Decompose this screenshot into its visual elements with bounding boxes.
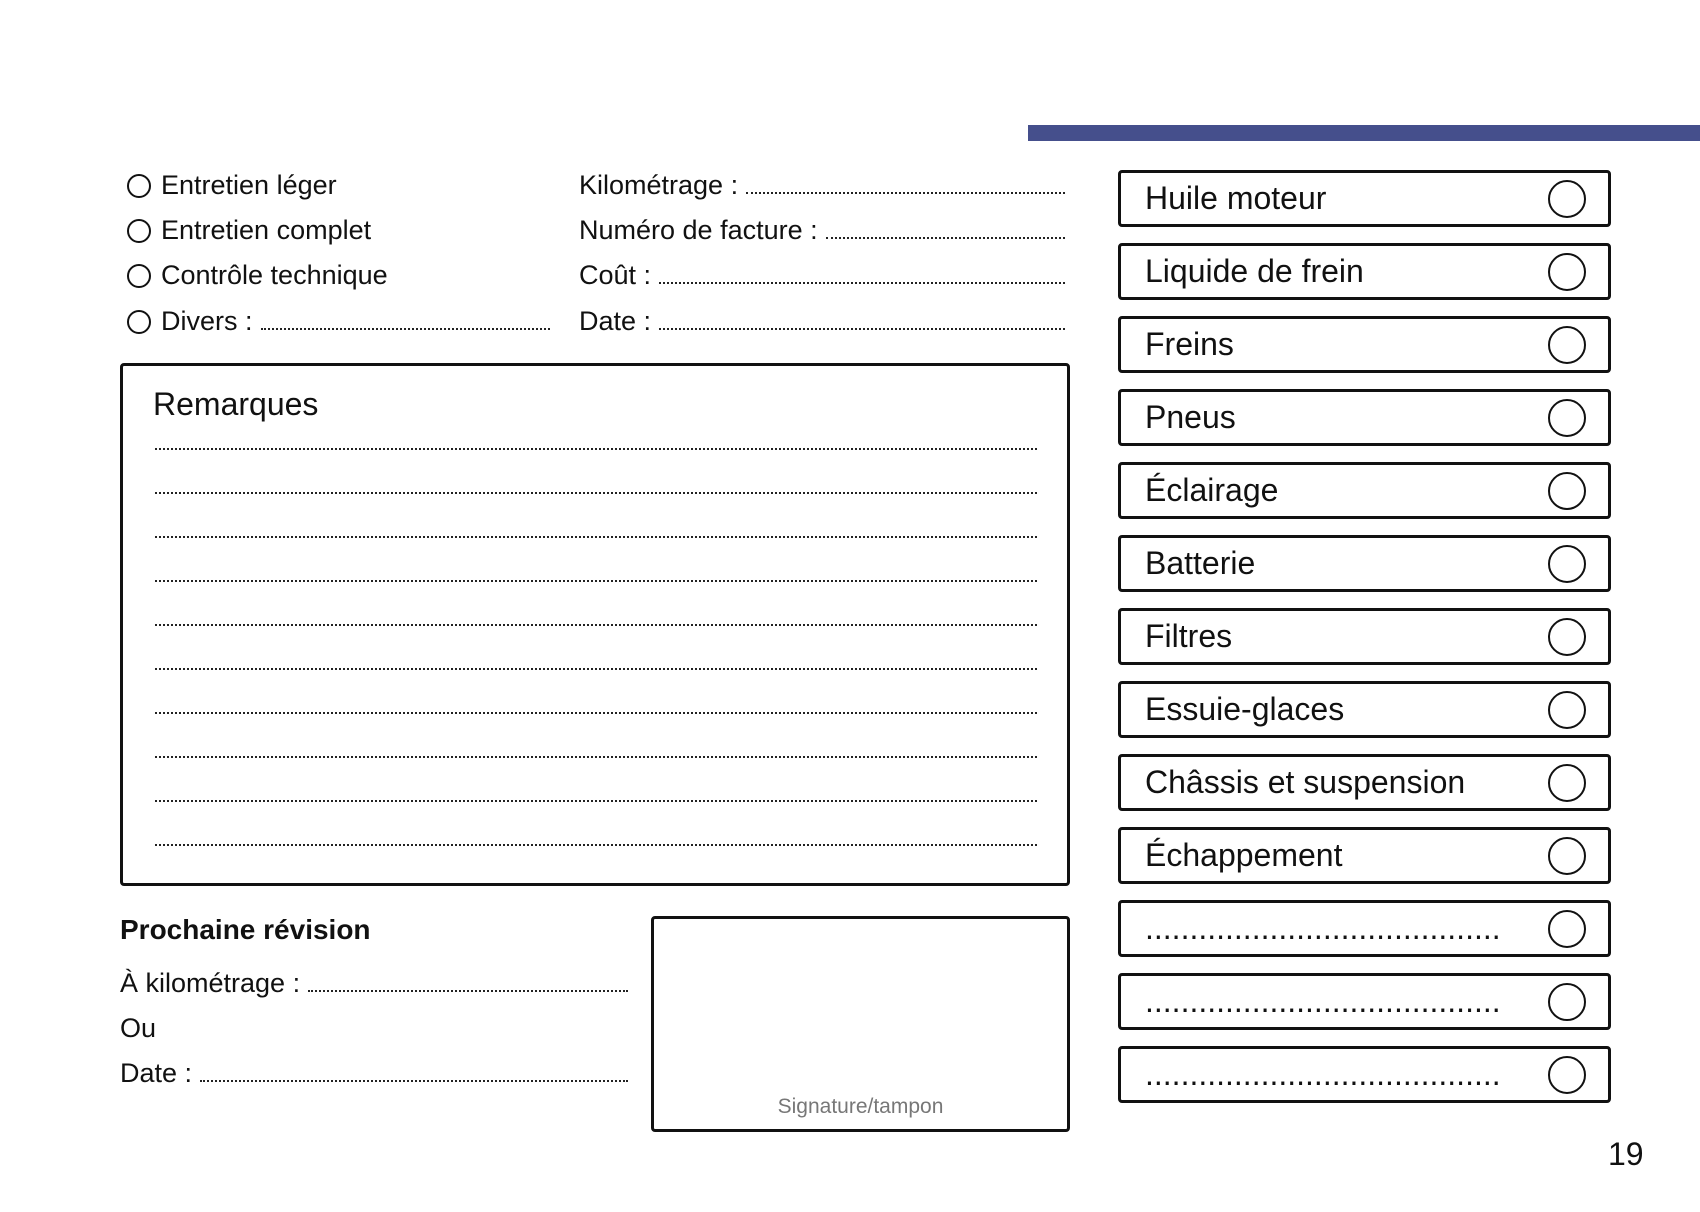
checklist-item[interactable]: Batterie bbox=[1118, 535, 1611, 592]
radio-circle-icon[interactable] bbox=[1548, 179, 1586, 218]
next-service-or: Ou bbox=[120, 1013, 156, 1044]
remarks-line[interactable] bbox=[155, 712, 1037, 714]
option-label: Divers : bbox=[161, 306, 253, 336]
remarks-line[interactable] bbox=[155, 492, 1037, 494]
checklist-label: Batterie bbox=[1145, 545, 1256, 581]
checklist-item[interactable]: Huile moteur bbox=[1118, 170, 1611, 227]
fill-line[interactable] bbox=[746, 191, 1065, 194]
header-accent-bar bbox=[1028, 125, 1700, 141]
checklist-item[interactable]: Échappement bbox=[1118, 827, 1611, 884]
remarks-line[interactable] bbox=[155, 448, 1037, 450]
signature-caption: Signature/tampon bbox=[777, 1095, 944, 1118]
checklist-item[interactable]: ........................................ bbox=[1118, 973, 1611, 1030]
remarks-line[interactable] bbox=[155, 580, 1037, 582]
field-label: Coût : bbox=[579, 260, 652, 290]
remarks-line[interactable] bbox=[155, 800, 1037, 802]
remarks-line[interactable] bbox=[155, 624, 1037, 626]
checklist-item[interactable]: Filtres bbox=[1118, 608, 1611, 665]
page-number: 19 bbox=[1608, 1136, 1644, 1172]
field-0[interactable]: Kilométrage : bbox=[579, 170, 1065, 201]
checklist-label: Pneus bbox=[1145, 399, 1236, 435]
radio-circle-icon[interactable] bbox=[1548, 1055, 1586, 1094]
radio-circle-icon[interactable] bbox=[1548, 544, 1586, 583]
option-label: Contrôle technique bbox=[161, 260, 388, 290]
fill-line[interactable] bbox=[308, 989, 628, 992]
radio-circle-icon[interactable] bbox=[1548, 982, 1586, 1021]
checklist-label: Châssis et suspension bbox=[1145, 764, 1466, 800]
field-3[interactable]: Date : bbox=[579, 306, 1065, 337]
checklist-item[interactable]: Châssis et suspension bbox=[1118, 754, 1611, 811]
fill-line[interactable] bbox=[825, 236, 1065, 239]
radio-circle-icon[interactable] bbox=[1548, 398, 1586, 437]
radio-circle-icon[interactable] bbox=[1548, 763, 1586, 802]
checklist-label: ........................................ bbox=[1145, 983, 1501, 1019]
checklist-item[interactable]: Éclairage bbox=[1118, 462, 1611, 519]
checklist-label: ........................................ bbox=[1145, 910, 1501, 946]
checklist-label: Liquide de frein bbox=[1145, 253, 1364, 289]
radio-circle-icon[interactable] bbox=[1548, 836, 1586, 875]
checklist-label: Essuie-glaces bbox=[1145, 691, 1345, 727]
remarks-line[interactable] bbox=[155, 844, 1037, 846]
radio-circle-icon[interactable] bbox=[127, 218, 151, 243]
radio-circle-icon[interactable] bbox=[1548, 909, 1586, 948]
next-service-date-field[interactable]: Date : bbox=[120, 1058, 628, 1089]
next-service-km-field[interactable]: À kilométrage : bbox=[120, 968, 628, 999]
checklist-item[interactable]: Liquide de frein bbox=[1118, 243, 1611, 300]
radio-circle-icon[interactable] bbox=[1548, 325, 1586, 364]
checklist-item[interactable]: Essuie-glaces bbox=[1118, 681, 1611, 738]
option-label: Entretien léger bbox=[161, 170, 337, 200]
radio-circle-icon[interactable] bbox=[127, 309, 151, 334]
checklist-label: Éclairage bbox=[1145, 472, 1279, 508]
fill-line[interactable] bbox=[659, 281, 1065, 284]
checklist-item[interactable]: ........................................ bbox=[1118, 1046, 1611, 1103]
option-label: Entretien complet bbox=[161, 215, 372, 245]
service-type-option[interactable]: Divers : bbox=[127, 306, 550, 337]
remarks-title: Remarques bbox=[153, 386, 319, 422]
checklist-item[interactable]: Freins bbox=[1118, 316, 1611, 373]
radio-circle-icon[interactable] bbox=[127, 173, 151, 198]
remarks-line[interactable] bbox=[155, 756, 1037, 758]
service-type-option[interactable]: Contrôle technique bbox=[127, 260, 388, 291]
next-service-km-label: À kilométrage : bbox=[120, 968, 301, 998]
remarks-line[interactable] bbox=[155, 668, 1037, 670]
field-2[interactable]: Coût : bbox=[579, 260, 1065, 291]
radio-circle-icon[interactable] bbox=[1548, 252, 1586, 291]
fill-line[interactable] bbox=[659, 327, 1065, 330]
service-type-option[interactable]: Entretien complet bbox=[127, 215, 371, 246]
checklist-label: Échappement bbox=[1145, 837, 1343, 873]
checklist-item[interactable]: Pneus bbox=[1118, 389, 1611, 446]
next-service-title: Prochaine révision bbox=[120, 914, 371, 945]
radio-circle-icon[interactable] bbox=[1548, 690, 1586, 729]
next-service-date-label: Date : bbox=[120, 1058, 193, 1088]
field-label: Kilométrage : bbox=[579, 170, 739, 200]
field-label: Date : bbox=[579, 306, 652, 336]
or-label: Ou bbox=[120, 1013, 157, 1043]
checklist-label: Huile moteur bbox=[1145, 180, 1327, 216]
signature-box[interactable]: Signature/tampon bbox=[651, 916, 1070, 1132]
radio-circle-icon[interactable] bbox=[1548, 471, 1586, 510]
service-type-option[interactable]: Entretien léger bbox=[127, 170, 337, 201]
field-label: Numéro de facture : bbox=[579, 215, 818, 245]
field-1[interactable]: Numéro de facture : bbox=[579, 215, 1065, 246]
radio-circle-icon[interactable] bbox=[1548, 617, 1586, 656]
checklist-label: ........................................ bbox=[1145, 1056, 1501, 1092]
checklist-label: Filtres bbox=[1145, 618, 1233, 654]
fill-line[interactable] bbox=[260, 327, 550, 330]
fill-line[interactable] bbox=[200, 1079, 628, 1082]
remarks-box[interactable]: Remarques bbox=[120, 363, 1070, 886]
radio-circle-icon[interactable] bbox=[127, 263, 151, 288]
checklist-item[interactable]: ........................................ bbox=[1118, 900, 1611, 957]
checklist-label: Freins bbox=[1145, 326, 1234, 362]
remarks-line[interactable] bbox=[155, 536, 1037, 538]
